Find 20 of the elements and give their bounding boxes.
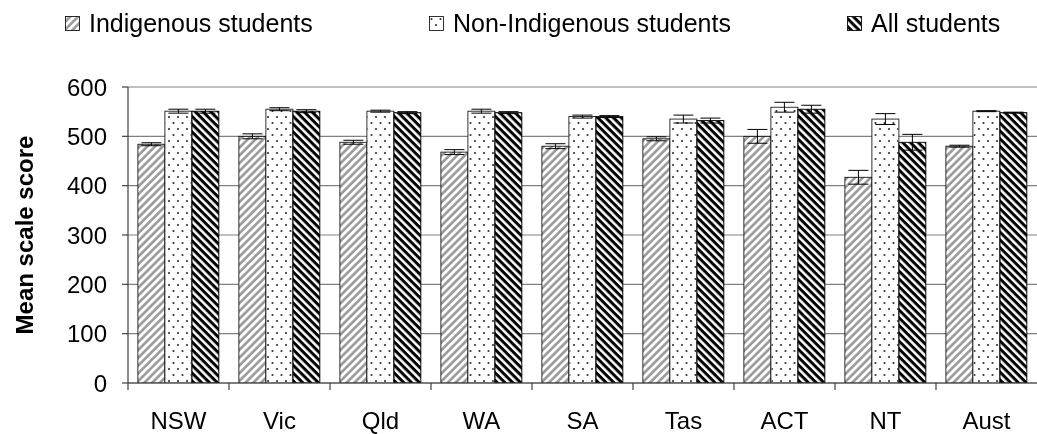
x-tick-label: WA xyxy=(462,407,501,434)
y-axis-title: Mean scale score xyxy=(11,135,38,335)
legend-label: All students xyxy=(871,8,1001,38)
x-tick-label: NSW xyxy=(150,407,207,434)
y-tick-label: 500 xyxy=(66,122,107,150)
x-tick-label: Tas xyxy=(664,407,703,434)
legend-label: Non-Indigenous students xyxy=(453,8,731,38)
x-tick-label: ACT xyxy=(760,407,809,434)
x-tick-label: SA xyxy=(566,407,599,434)
legend-label: Indigenous students xyxy=(89,8,313,38)
y-tick-label: 200 xyxy=(66,270,107,298)
x-tick-label: Aust xyxy=(962,407,1011,434)
x-tick-label: Vic xyxy=(263,407,296,434)
x-tick-label: Qld xyxy=(361,407,400,434)
y-tick-label: 600 xyxy=(66,73,107,101)
x-tick-label: NT xyxy=(869,407,902,434)
y-tick-label: 0 xyxy=(93,369,107,397)
y-tick-label: 300 xyxy=(66,221,107,249)
y-tick-label: 100 xyxy=(66,320,107,348)
y-tick-label: 400 xyxy=(66,172,107,200)
